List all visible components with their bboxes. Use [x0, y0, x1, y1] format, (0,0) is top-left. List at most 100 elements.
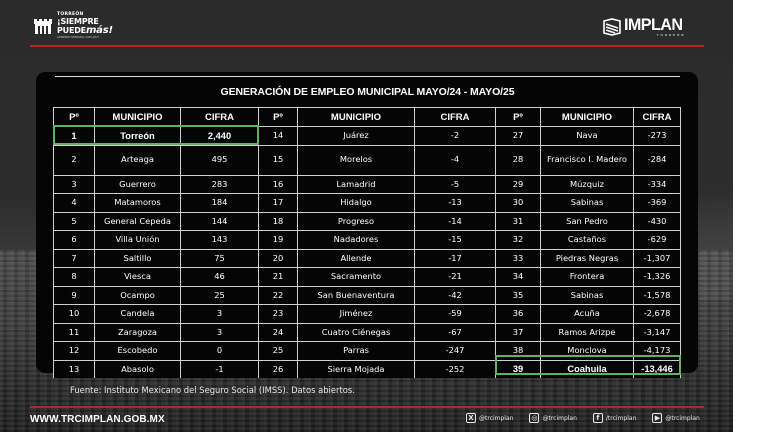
column-header: CIFRA: [633, 107, 681, 127]
municipality-cell: Sierra Mojada: [297, 359, 415, 378]
value-cell: -13: [414, 193, 496, 212]
social-instagram[interactable]: ◎ @trcimplan: [529, 413, 577, 423]
rank-cell: 19: [258, 230, 298, 249]
municipality-cell: Morelos: [297, 144, 415, 175]
slogan-line-1: ¡SIEMPRE: [57, 16, 99, 26]
rank-cell: 5: [53, 211, 95, 231]
rank-cell: 1: [53, 126, 95, 145]
employment-table: Pº MUNICIPIO CIFRA Pº MUNICIPIO CIFRA Pº MUNICI…: [53, 107, 681, 378]
torreon-logo: TORREÓN ¡SIEMPRE PUEDEmás! GOBIERNO MUNI…: [33, 12, 113, 39]
value-cell: -1: [180, 359, 259, 378]
municipality-cell: Piedras Negras: [540, 248, 634, 268]
municipality-cell: Frontera: [540, 267, 634, 286]
rank-cell: 33: [495, 248, 541, 268]
rank-cell: 16: [258, 174, 298, 194]
municipality-cell: Sacramento: [297, 267, 415, 286]
column-header: Pº: [53, 107, 95, 127]
implan-subtitle: TORREÓN: [656, 33, 686, 37]
social-youtube[interactable]: ▶ @trcimplan: [652, 413, 700, 423]
rank-cell: 4: [53, 193, 95, 212]
municipality-cell: General Cepeda: [94, 211, 181, 231]
value-cell: -1,578: [633, 285, 681, 305]
table-row: 1 Torreón 2,440 14 Juárez -2 27 Nava -273: [53, 126, 681, 145]
municipality-cell: Castaños: [540, 230, 634, 249]
x-icon: X: [466, 413, 476, 423]
value-cell: 184: [180, 193, 259, 212]
value-cell: 2,440: [180, 126, 259, 145]
rank-cell: 17: [258, 193, 298, 212]
social-handle: @trcimplan: [665, 414, 700, 422]
rank-cell: 21: [258, 267, 298, 286]
municipality-cell: Matamoros: [94, 193, 181, 212]
table-row: 12 Escobedo 0 25 Parras -247 38 Monclova -4,173: [53, 341, 681, 360]
rank-cell: 29: [495, 174, 541, 194]
municipality-cell: Saltillo: [94, 248, 181, 268]
table-row: 11 Zaragoza 3 24 Cuatro Ciénegas -67 37 Ramos A…: [53, 322, 681, 342]
municipality-cell: Sabinas: [540, 193, 634, 212]
rank-cell: 39: [495, 359, 541, 378]
value-cell: 46: [180, 267, 259, 286]
value-cell: -629: [633, 230, 681, 249]
table-title: GENERACIÓN DE EMPLEO MUNICIPAL MAYO/24 -…: [220, 86, 515, 98]
table-row: 6 Villa Unión 143 19 Nadadores -15 32 Castaños -…: [53, 230, 681, 249]
municipality-cell: Jiménez: [297, 304, 415, 323]
value-cell: 3: [180, 322, 259, 342]
municipality-cell: Múzquiz: [540, 174, 634, 194]
value-cell: -2,678: [633, 304, 681, 323]
panel-top-rule: [55, 76, 680, 77]
slogan-city: TORREÓN: [57, 12, 84, 17]
implan-wordmark: IMPLAN TORREÓN: [624, 16, 686, 37]
value-cell: -15: [414, 230, 496, 249]
column-header: CIFRA: [414, 107, 496, 127]
rank-cell: 3: [53, 174, 95, 194]
value-cell: -13,446: [633, 359, 681, 378]
rank-cell: 25: [258, 341, 298, 360]
municipality-cell: Abasolo: [94, 359, 181, 378]
value-cell: 3: [180, 304, 259, 323]
slogan-accent: más!: [85, 24, 113, 36]
value-cell: 143: [180, 230, 259, 249]
rank-cell: 30: [495, 193, 541, 212]
municipality-cell: Progreso: [297, 211, 415, 231]
rank-cell: 38: [495, 341, 541, 360]
rank-cell: 28: [495, 144, 541, 175]
municipality-cell: Nava: [540, 126, 634, 145]
social-facebook[interactable]: f /trcimplan: [592, 413, 636, 423]
rank-cell: 12: [53, 341, 95, 360]
facebook-icon: f: [592, 413, 603, 423]
municipality-cell: San Pedro: [540, 211, 634, 231]
value-cell: -17: [414, 248, 496, 268]
slogan-prefix: PUEDE: [57, 25, 86, 35]
value-cell: -284: [633, 144, 681, 175]
rank-cell: 15: [258, 144, 298, 175]
column-header: Pº: [495, 107, 541, 127]
municipality-cell: Coahuila: [540, 359, 634, 378]
table-row: 7 Saltillo 75 20 Allende -17 33 Piedras Negras -…: [53, 248, 681, 268]
castle-icon: [33, 17, 53, 35]
municipality-cell: Viesca: [94, 267, 181, 286]
value-cell: -21: [414, 267, 496, 286]
rank-cell: 7: [53, 248, 95, 268]
rank-cell: 14: [258, 126, 298, 145]
rank-cell: 2: [53, 144, 95, 175]
rank-cell: 32: [495, 230, 541, 249]
rank-cell: 18: [258, 211, 298, 231]
municipality-cell: Ocampo: [94, 285, 181, 305]
value-cell: 75: [180, 248, 259, 268]
value-cell: -1,326: [633, 267, 681, 286]
website-link[interactable]: WWW.TRCIMPLAN.GOB.MX: [30, 414, 165, 425]
column-header: MUNICIPIO: [297, 107, 415, 127]
header-divider: [30, 45, 704, 47]
municipality-cell: Villa Unión: [94, 230, 181, 249]
municipality-cell: Acuña: [540, 304, 634, 323]
rank-cell: 6: [53, 230, 95, 249]
municipality-cell: Arteaga: [94, 144, 181, 175]
rank-cell: 26: [258, 359, 298, 378]
municipality-cell: Escobedo: [94, 341, 181, 360]
social-x[interactable]: X @trcimplan: [466, 413, 513, 423]
rank-cell: 20: [258, 248, 298, 268]
rank-cell: 10: [53, 304, 95, 323]
rank-cell: 36: [495, 304, 541, 323]
municipality-cell: Guerrero: [94, 174, 181, 194]
value-cell: -273: [633, 126, 681, 145]
